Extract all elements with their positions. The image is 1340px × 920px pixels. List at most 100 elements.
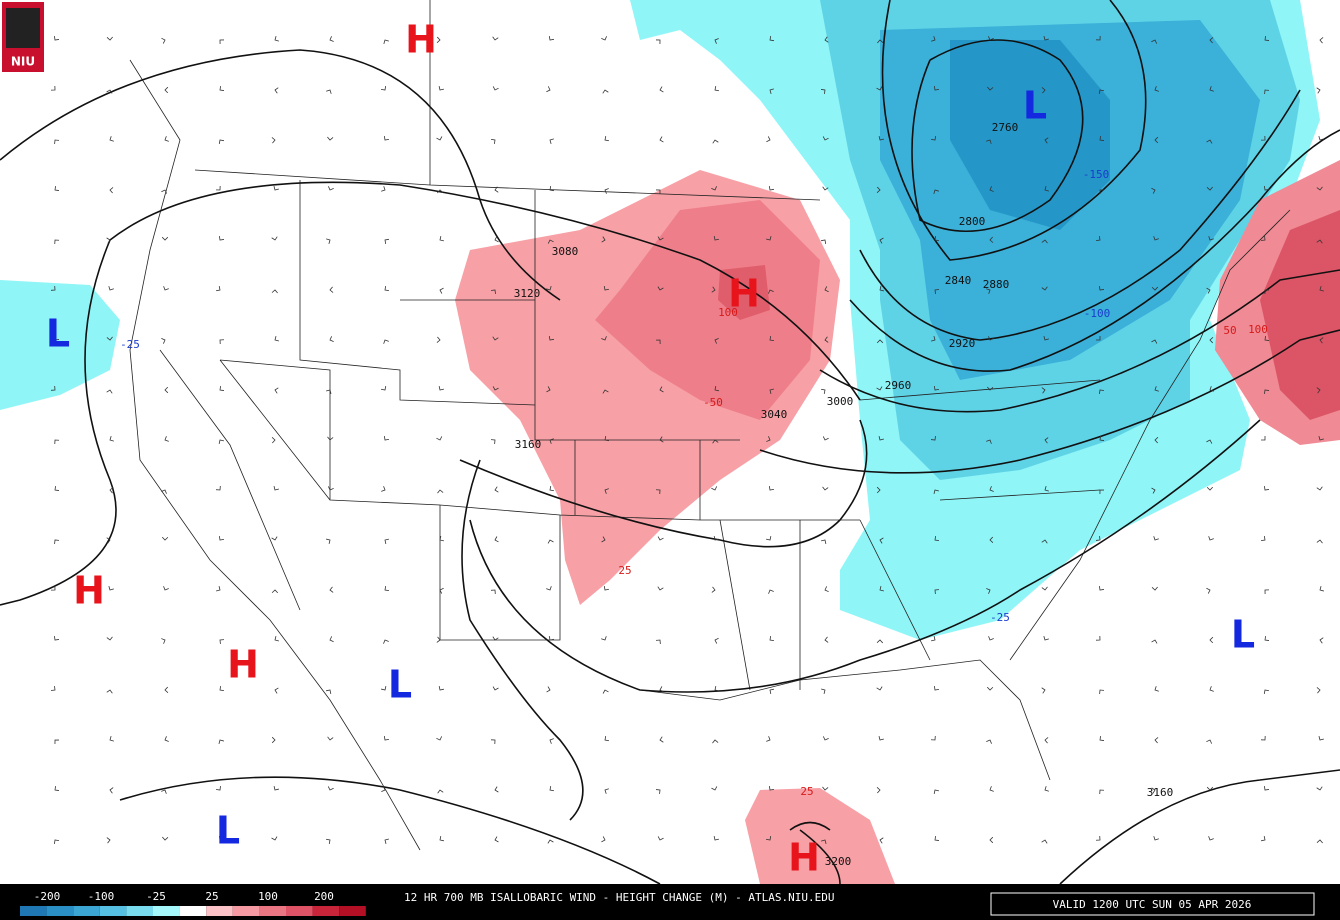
change-label: -150 (1083, 168, 1110, 181)
wind-arrow (271, 437, 276, 444)
wind-arrow (1263, 689, 1270, 695)
wind-arrow (328, 186, 334, 191)
wind-arrow (711, 786, 718, 791)
wind-arrow (325, 838, 331, 845)
wind-arrow (50, 385, 56, 391)
wind-arrow (1095, 336, 1101, 341)
wind-arrow (216, 586, 221, 592)
wind-arrow (437, 489, 444, 494)
wind-arrow (490, 439, 496, 445)
positive-shade (745, 788, 895, 884)
contour-label: 3160 (1147, 786, 1174, 799)
wind-arrow (1264, 389, 1270, 395)
high-center: H (788, 836, 820, 880)
wind-arrow (547, 539, 554, 544)
wind-arrow (438, 386, 444, 391)
wind-arrow (161, 536, 169, 541)
wind-arrow (384, 585, 390, 592)
wind-arrow (1206, 287, 1211, 294)
wind-arrow (383, 339, 389, 344)
wind-arrow (986, 439, 992, 444)
wind-arrow (494, 786, 499, 793)
wind-arrow (769, 335, 775, 342)
wind-arrow (54, 35, 60, 41)
wind-arrow (601, 836, 606, 843)
wind-arrow (769, 688, 774, 694)
wind-arrow (271, 137, 276, 144)
wind-arrow (713, 536, 719, 541)
wind-arrow (655, 339, 661, 345)
wind-arrow (766, 136, 771, 143)
low-center: L (46, 312, 70, 356)
wind-arrow (1044, 737, 1049, 744)
wind-arrow (215, 485, 221, 491)
wind-arrow (1316, 839, 1323, 844)
wind-arrow (326, 538, 331, 544)
wind-arrow (329, 336, 334, 342)
wind-arrow (1099, 285, 1105, 291)
colorbar-swatch (179, 906, 207, 916)
wind-arrow (164, 86, 169, 94)
wind-arrow (1318, 736, 1324, 741)
wind-arrow (439, 236, 444, 242)
wind-arrow (986, 686, 994, 691)
wind-arrow (766, 536, 772, 541)
wind-arrow (549, 138, 554, 144)
wind-arrow (436, 636, 441, 643)
wind-arrow (1041, 687, 1046, 694)
wind-arrow (106, 336, 113, 341)
wind-arrow (714, 337, 719, 344)
colorbar-label: -100 (88, 890, 115, 903)
wind-arrow (769, 635, 775, 642)
wind-arrow (930, 435, 936, 441)
wind-arrow (1099, 585, 1105, 591)
wind-arrow (494, 236, 499, 243)
wind-arrow (273, 186, 279, 191)
wind-arrow (876, 186, 881, 194)
wind-arrow (1260, 535, 1266, 542)
wind-arrow (54, 785, 60, 791)
wind-arrow (109, 736, 114, 742)
wind-arrow (1319, 637, 1324, 644)
contour-label: 3080 (552, 245, 579, 258)
wind-arrow (1319, 586, 1324, 592)
wind-arrow (549, 738, 554, 744)
wind-arrow (1099, 135, 1105, 141)
wind-arrow (492, 336, 499, 341)
wind-arrow (109, 136, 114, 142)
wind-arrow (876, 787, 881, 794)
colorbar-swatch (259, 906, 286, 916)
wind-arrow (54, 335, 60, 341)
wind-arrow (436, 136, 443, 141)
wind-arrow (490, 289, 496, 295)
colorbar-label: 100 (258, 890, 278, 903)
wind-arrow (327, 486, 334, 491)
wind-arrow (1154, 737, 1159, 744)
wind-arrow (1209, 686, 1214, 692)
wind-arrow (164, 686, 169, 693)
wind-arrow (989, 486, 994, 492)
wind-arrow (659, 686, 664, 693)
wind-arrow (54, 635, 60, 641)
contour-label: 2960 (885, 379, 912, 392)
wind-arrow (1099, 735, 1105, 741)
wind-arrow (821, 688, 826, 694)
wind-arrow (271, 236, 278, 241)
wind-arrow (380, 85, 387, 91)
wind-arrow (822, 486, 829, 491)
wind-arrow (659, 136, 664, 143)
wind-arrow (161, 789, 167, 794)
wind-arrow (1316, 387, 1321, 394)
wind-arrow (50, 685, 56, 691)
wind-arrow (876, 386, 883, 391)
wind-arrow (879, 286, 884, 292)
wind-arrow (546, 286, 552, 291)
wind-arrow (546, 686, 551, 693)
wind-arrow (878, 136, 884, 141)
boundaries (129, 0, 1291, 851)
wind-arrow (326, 689, 332, 694)
wind-arrow (1151, 787, 1156, 794)
wind-arrow (986, 588, 991, 594)
wind-arrow (219, 85, 225, 91)
wind-arrow (327, 136, 334, 141)
